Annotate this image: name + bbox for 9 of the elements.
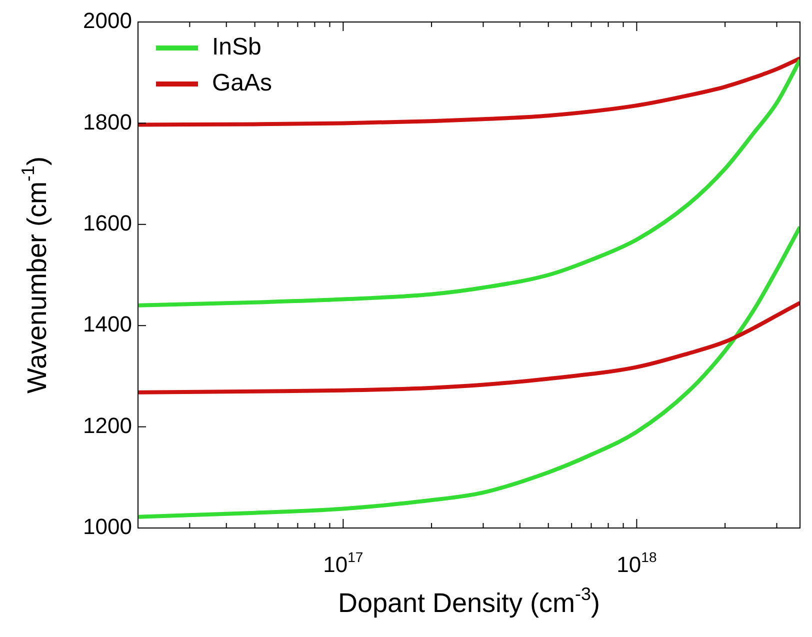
legend-label: GaAs <box>212 70 272 97</box>
y-tick-label: 1400 <box>83 312 132 337</box>
legend-label: InSb <box>212 34 262 61</box>
y-tick-label: 1000 <box>83 514 132 540</box>
y-axis-title: Wavenumber (cm-1) <box>18 156 52 394</box>
y-tick-label: 2000 <box>83 8 132 34</box>
y-tick-label: 1200 <box>83 412 132 438</box>
y-tick-label: 1600 <box>83 210 132 236</box>
y-tick-label: 1800 <box>83 109 132 134</box>
